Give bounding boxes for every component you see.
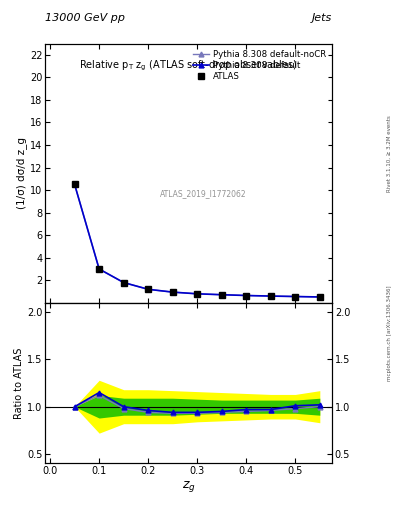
Text: 13000 GeV pp: 13000 GeV pp bbox=[45, 13, 125, 23]
Pythia 8.308 default-noCR bbox=[97, 266, 101, 272]
Y-axis label: (1/σ) dσ/d z_g: (1/σ) dσ/d z_g bbox=[16, 137, 27, 209]
ATLAS bbox=[97, 266, 101, 272]
Text: mcplots.cern.ch [arXiv:1306.3436]: mcplots.cern.ch [arXiv:1306.3436] bbox=[387, 285, 392, 380]
Pythia 8.308 default bbox=[146, 286, 151, 292]
Pythia 8.308 default bbox=[97, 266, 101, 272]
ATLAS bbox=[244, 292, 249, 298]
ATLAS bbox=[219, 292, 224, 298]
Pythia 8.308 default bbox=[170, 289, 175, 295]
Line: ATLAS: ATLAS bbox=[72, 182, 323, 300]
Pythia 8.308 default bbox=[72, 181, 77, 187]
Pythia 8.308 default bbox=[219, 292, 224, 298]
Pythia 8.308 default-noCR bbox=[195, 291, 200, 297]
Text: Jets: Jets bbox=[312, 13, 332, 23]
Line: Pythia 8.308 default-noCR: Pythia 8.308 default-noCR bbox=[72, 182, 322, 300]
Pythia 8.308 default bbox=[244, 292, 249, 298]
Pythia 8.308 default-noCR bbox=[121, 280, 126, 286]
Pythia 8.308 default-noCR bbox=[293, 293, 298, 300]
Pythia 8.308 default bbox=[318, 294, 322, 300]
Y-axis label: Ratio to ATLAS: Ratio to ATLAS bbox=[14, 348, 24, 419]
Pythia 8.308 default bbox=[195, 291, 200, 297]
Pythia 8.308 default-noCR bbox=[146, 286, 151, 292]
Pythia 8.308 default-noCR bbox=[268, 293, 273, 299]
Pythia 8.308 default-noCR bbox=[219, 292, 224, 298]
ATLAS bbox=[318, 294, 322, 300]
Pythia 8.308 default bbox=[121, 280, 126, 286]
ATLAS bbox=[170, 289, 175, 295]
Pythia 8.308 default bbox=[293, 293, 298, 300]
ATLAS bbox=[121, 280, 126, 286]
ATLAS bbox=[146, 286, 151, 292]
Text: ATLAS_2019_I1772062: ATLAS_2019_I1772062 bbox=[160, 189, 246, 199]
Legend: Pythia 8.308 default-noCR, Pythia 8.308 default, ATLAS: Pythia 8.308 default-noCR, Pythia 8.308 … bbox=[191, 48, 328, 82]
ATLAS bbox=[293, 293, 298, 300]
Pythia 8.308 default-noCR bbox=[72, 181, 77, 187]
Pythia 8.308 default bbox=[268, 293, 273, 299]
ATLAS bbox=[72, 181, 77, 187]
Text: Relative $\mathrm{p_T}$ $\mathrm{z_g}$ (ATLAS soft-drop observables): Relative $\mathrm{p_T}$ $\mathrm{z_g}$ (… bbox=[79, 59, 298, 74]
X-axis label: $z_g$: $z_g$ bbox=[182, 479, 196, 494]
Line: Pythia 8.308 default: Pythia 8.308 default bbox=[72, 182, 322, 300]
Pythia 8.308 default-noCR bbox=[318, 294, 322, 300]
Pythia 8.308 default-noCR bbox=[244, 292, 249, 298]
ATLAS bbox=[195, 291, 200, 297]
ATLAS bbox=[268, 293, 273, 299]
Text: Rivet 3.1.10, ≥ 3.2M events: Rivet 3.1.10, ≥ 3.2M events bbox=[387, 115, 392, 192]
Pythia 8.308 default-noCR bbox=[170, 289, 175, 295]
